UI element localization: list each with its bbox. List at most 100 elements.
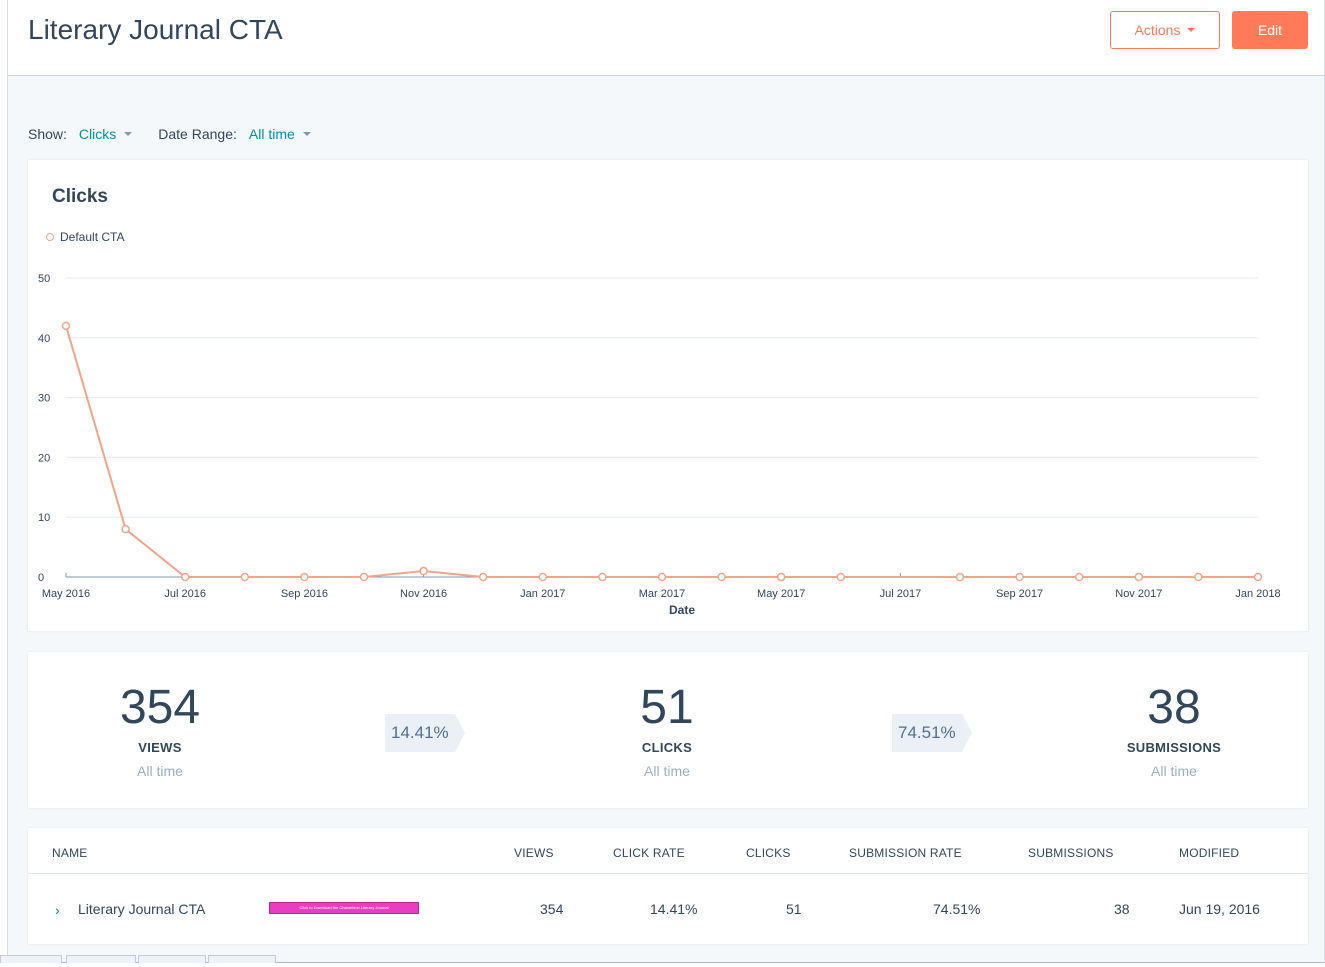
x-tick-label: Sep 2016 [281, 588, 328, 600]
row-clicks: 51 [786, 901, 802, 917]
data-point [1134, 572, 1144, 582]
submissions-stat: 38 SUBMISSIONS All time [1074, 680, 1274, 779]
chevron-right-icon[interactable]: › [55, 902, 60, 918]
x-tick-label: Jan 2018 [1235, 588, 1280, 600]
click-rate-indicator: 14.41% [385, 714, 465, 752]
x-tick-label: Jan 2017 [520, 588, 565, 600]
chart-title: Clicks [52, 186, 108, 207]
submission-rate-value: 74.51% [892, 714, 962, 752]
views-label: VIEWS [138, 740, 182, 755]
show-dropdown[interactable]: Clicks [78, 126, 133, 142]
data-point [776, 572, 786, 582]
clicks-period: All time [644, 763, 690, 779]
data-point [955, 572, 965, 582]
series-line [65, 325, 1258, 578]
edit-button[interactable]: Edit [1232, 11, 1308, 49]
bottom-tab[interactable] [208, 955, 276, 963]
clicks-value: 51 [640, 681, 694, 734]
data-point [359, 572, 369, 582]
chart-legend[interactable]: Default CTA [46, 230, 124, 244]
cta-table: NAME VIEWS CLICK RATE CLICKS SUBMISSION … [28, 828, 1308, 944]
cta-name-link[interactable]: Literary Journal CTA [78, 901, 206, 917]
y-tick-label: 20 [38, 452, 50, 464]
submissions-value: 38 [1147, 681, 1201, 734]
header-divider [28, 873, 1308, 874]
x-tick-label: May 2016 [42, 588, 90, 600]
data-point [180, 572, 190, 582]
submission-rate-indicator: 74.51% [892, 714, 972, 752]
data-point [240, 572, 250, 582]
column-header-views[interactable]: VIEWS [514, 846, 554, 860]
x-tick-label: May 2017 [757, 588, 805, 600]
column-header-submissions[interactable]: SUBMISSIONS [1028, 846, 1114, 860]
submissions-period: All time [1151, 763, 1197, 779]
x-tick-label: Jul 2017 [880, 588, 922, 600]
bottom-tab[interactable] [0, 955, 62, 963]
views-value: 354 [119, 681, 201, 734]
row-views: 354 [540, 901, 564, 917]
page-title: Literary Journal CTA [28, 14, 283, 45]
arrow-right-icon [961, 714, 972, 752]
x-tick-label: Nov 2017 [1115, 588, 1162, 600]
column-header-click-rate[interactable]: CLICK RATE [613, 846, 685, 860]
data-point [717, 572, 726, 582]
x-tick-label: Nov 2016 [400, 588, 447, 600]
filter-bar: Show: Clicks Date Range: All time [28, 126, 311, 142]
data-point [598, 572, 607, 582]
data-point [1194, 572, 1203, 582]
column-header-submission-rate[interactable]: SUBMISSION RATE [849, 846, 962, 860]
row-submissions: 38 [1114, 901, 1130, 917]
data-point [478, 572, 488, 582]
y-tick-label: 0 [38, 572, 44, 584]
data-point [61, 321, 71, 331]
x-tick-label: Sep 2017 [996, 588, 1043, 600]
caret-down-icon [124, 132, 133, 136]
click-rate-value: 14.41% [385, 714, 455, 752]
stats-card: 354 VIEWS All time 14.41% 51 CLICKS All … [28, 652, 1308, 808]
row-modified: Jun 19, 2016 [1179, 901, 1260, 917]
caret-down-icon [302, 132, 311, 136]
y-tick-label: 50 [38, 273, 50, 285]
row-submission-rate: 74.51% [933, 901, 981, 917]
y-tick-label: 40 [38, 333, 50, 345]
legend-marker-icon [46, 233, 54, 241]
bottom-tab[interactable] [66, 955, 136, 963]
data-point [1074, 572, 1084, 582]
bottom-tab-strip [0, 955, 1325, 967]
bottom-tab[interactable] [138, 955, 206, 963]
actions-button-label: Actions [1134, 22, 1181, 38]
legend-label: Default CTA [60, 230, 125, 244]
cta-thumbnail: Click to Download the Chameleon Literary… [269, 902, 419, 914]
data-point [836, 572, 846, 582]
show-label: Show: [28, 126, 67, 142]
date-range-dropdown-value: All time [248, 126, 295, 142]
y-tick-label: 10 [38, 512, 50, 524]
data-point [1253, 572, 1263, 582]
caret-down-icon [1187, 28, 1196, 32]
data-point [300, 572, 309, 582]
column-header-modified[interactable]: MODIFIED [1179, 846, 1240, 860]
clicks-line-chart: 0 10 20 30 40 50 May 2016 Jul 2016 Sep 2016 Nov 2… [38, 273, 1281, 617]
column-header-clicks[interactable]: CLICKS [746, 846, 791, 860]
row-click-rate: 14.41% [650, 901, 698, 917]
y-tick-label: 30 [38, 393, 50, 405]
data-point [538, 572, 548, 582]
data-point [419, 566, 428, 576]
x-tick-label: Jul 2016 [164, 588, 206, 600]
column-header-name[interactable]: NAME [52, 846, 88, 860]
date-range-dropdown[interactable]: All time [249, 126, 311, 142]
submissions-label: SUBMISSIONS [1126, 740, 1222, 755]
actions-button[interactable]: Actions [1110, 11, 1220, 49]
data-point [657, 572, 667, 582]
x-axis-title: Date [669, 603, 695, 617]
views-period: All time [137, 763, 183, 779]
data-point [1015, 572, 1024, 582]
app-frame: Literary Journal CTA Actions Edit Show: … [7, 0, 1325, 963]
views-stat: 354 VIEWS All time [60, 680, 260, 779]
date-range-label: Date Range: [158, 126, 237, 142]
clicks-stat: 51 CLICKS All time [567, 680, 767, 779]
chart-card: Clicks Default CTA 0 10 20 30 40 50 May 2016 Ju… [28, 160, 1308, 631]
arrow-right-icon [454, 714, 465, 752]
page-header: Literary Journal CTA Actions Edit [8, 0, 1324, 76]
show-dropdown-value: Clicks [78, 126, 117, 142]
